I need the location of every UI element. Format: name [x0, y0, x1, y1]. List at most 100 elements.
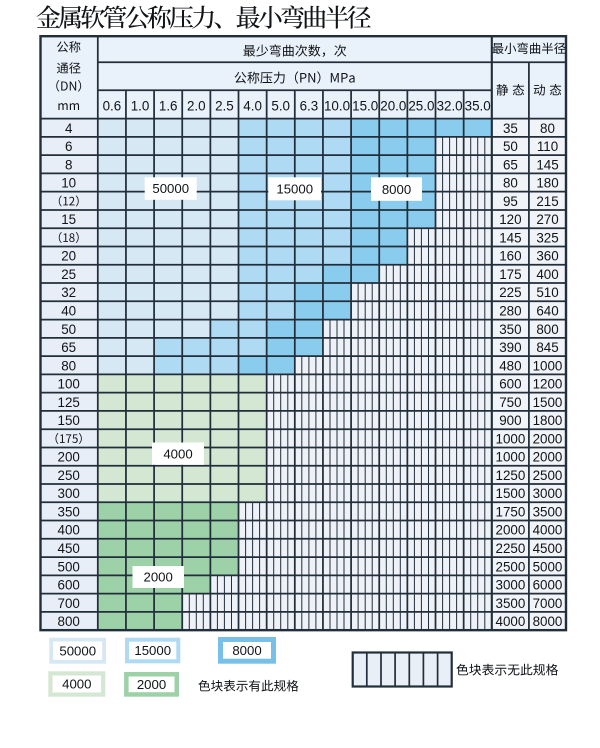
svg-text:65: 65 — [61, 340, 76, 355]
svg-text:50000: 50000 — [59, 643, 96, 658]
svg-text:2.5: 2.5 — [215, 98, 234, 113]
svg-text:900: 900 — [499, 413, 521, 428]
svg-text:350: 350 — [499, 322, 521, 337]
svg-text:845: 845 — [536, 340, 558, 355]
svg-text:15000: 15000 — [276, 182, 313, 197]
svg-text:2000: 2000 — [533, 450, 563, 465]
svg-text:3000: 3000 — [533, 486, 563, 501]
svg-text:2250: 2250 — [496, 541, 526, 556]
svg-text:80: 80 — [503, 176, 518, 191]
svg-text:350: 350 — [58, 505, 80, 520]
svg-text:15000: 15000 — [134, 643, 171, 658]
svg-text:510: 510 — [536, 285, 558, 300]
svg-text:2500: 2500 — [496, 559, 526, 574]
svg-text:0.6: 0.6 — [103, 98, 122, 113]
svg-text:95: 95 — [503, 194, 518, 209]
svg-text:160: 160 — [499, 249, 521, 264]
svg-text:20.0: 20.0 — [380, 98, 406, 113]
svg-text:6: 6 — [65, 139, 72, 154]
svg-text:10: 10 — [61, 176, 76, 191]
svg-text:2000: 2000 — [144, 570, 173, 585]
svg-text:280: 280 — [499, 304, 521, 319]
svg-text:1.6: 1.6 — [159, 98, 178, 113]
svg-text:40: 40 — [61, 304, 76, 319]
svg-text:25: 25 — [61, 267, 76, 282]
svg-text:2000: 2000 — [496, 523, 526, 538]
svg-text:5.0: 5.0 — [271, 98, 290, 113]
svg-text:4500: 4500 — [533, 541, 563, 556]
svg-text:150: 150 — [58, 413, 80, 428]
svg-text:50: 50 — [503, 139, 518, 154]
svg-text:400: 400 — [58, 523, 80, 538]
svg-text:4: 4 — [65, 121, 73, 136]
svg-text:750: 750 — [499, 395, 521, 410]
svg-text:1800: 1800 — [533, 413, 563, 428]
svg-text:1200: 1200 — [533, 377, 563, 392]
svg-text:600: 600 — [499, 377, 521, 392]
svg-text:8000: 8000 — [533, 614, 563, 629]
svg-text:300: 300 — [58, 486, 80, 501]
svg-text:8: 8 — [65, 157, 72, 172]
svg-text:20: 20 — [61, 249, 76, 264]
svg-text:7000: 7000 — [533, 596, 563, 611]
svg-text:1750: 1750 — [496, 505, 526, 520]
svg-text:4000: 4000 — [533, 523, 563, 538]
svg-text:390: 390 — [499, 340, 521, 355]
svg-text:3500: 3500 — [496, 596, 526, 611]
svg-text:2000: 2000 — [533, 431, 563, 446]
svg-text:35: 35 — [503, 121, 518, 136]
svg-text:600: 600 — [58, 578, 80, 593]
svg-text:5000: 5000 — [533, 559, 563, 574]
svg-text:1250: 1250 — [496, 468, 526, 483]
svg-text:6.3: 6.3 — [300, 98, 319, 113]
svg-text:215: 215 — [536, 194, 558, 209]
svg-text:480: 480 — [499, 358, 521, 373]
svg-text:500: 500 — [58, 559, 80, 574]
svg-text:800: 800 — [58, 614, 80, 629]
svg-text:2.0: 2.0 — [187, 98, 206, 113]
svg-text:6000: 6000 — [533, 578, 563, 593]
svg-text:1000: 1000 — [496, 431, 526, 446]
svg-text:180: 180 — [536, 176, 558, 191]
svg-text:8000: 8000 — [232, 643, 261, 658]
svg-text:1000: 1000 — [496, 450, 526, 465]
svg-text:4000: 4000 — [62, 677, 91, 692]
svg-text:800: 800 — [536, 322, 558, 337]
svg-text:4000: 4000 — [163, 446, 192, 461]
svg-text:4.0: 4.0 — [243, 98, 262, 113]
svg-text:100: 100 — [58, 377, 80, 392]
svg-text:360: 360 — [536, 249, 558, 264]
svg-text:1000: 1000 — [533, 358, 563, 373]
svg-text:700: 700 — [58, 596, 80, 611]
svg-text:450: 450 — [58, 541, 80, 556]
svg-text:400: 400 — [536, 267, 558, 282]
svg-text:3000: 3000 — [496, 578, 526, 593]
svg-text:8000: 8000 — [382, 182, 411, 197]
svg-text:175: 175 — [499, 267, 521, 282]
svg-text:2000: 2000 — [137, 677, 166, 692]
svg-text:15.0: 15.0 — [352, 98, 378, 113]
svg-text:80: 80 — [61, 358, 76, 373]
svg-text:1500: 1500 — [533, 395, 563, 410]
svg-text:250: 250 — [58, 468, 80, 483]
svg-text:4000: 4000 — [496, 614, 526, 629]
svg-text:32.0: 32.0 — [437, 98, 463, 113]
svg-text:10.0: 10.0 — [324, 98, 350, 113]
svg-text:1500: 1500 — [496, 486, 526, 501]
svg-text:270: 270 — [536, 212, 558, 227]
svg-text:640: 640 — [536, 304, 558, 319]
svg-text:65: 65 — [503, 157, 518, 172]
svg-text:80: 80 — [540, 121, 555, 136]
svg-text:125: 125 — [58, 395, 80, 410]
svg-text:15: 15 — [61, 212, 76, 227]
svg-text:200: 200 — [58, 450, 80, 465]
svg-text:110: 110 — [537, 139, 558, 154]
svg-text:120: 120 — [499, 212, 521, 227]
svg-text:50: 50 — [61, 322, 76, 337]
svg-text:2500: 2500 — [533, 468, 563, 483]
svg-text:35.0: 35.0 — [465, 98, 491, 113]
svg-text:325: 325 — [536, 230, 558, 245]
svg-text:3500: 3500 — [533, 505, 563, 520]
svg-text:32: 32 — [61, 285, 76, 300]
svg-text:50000: 50000 — [152, 181, 189, 196]
